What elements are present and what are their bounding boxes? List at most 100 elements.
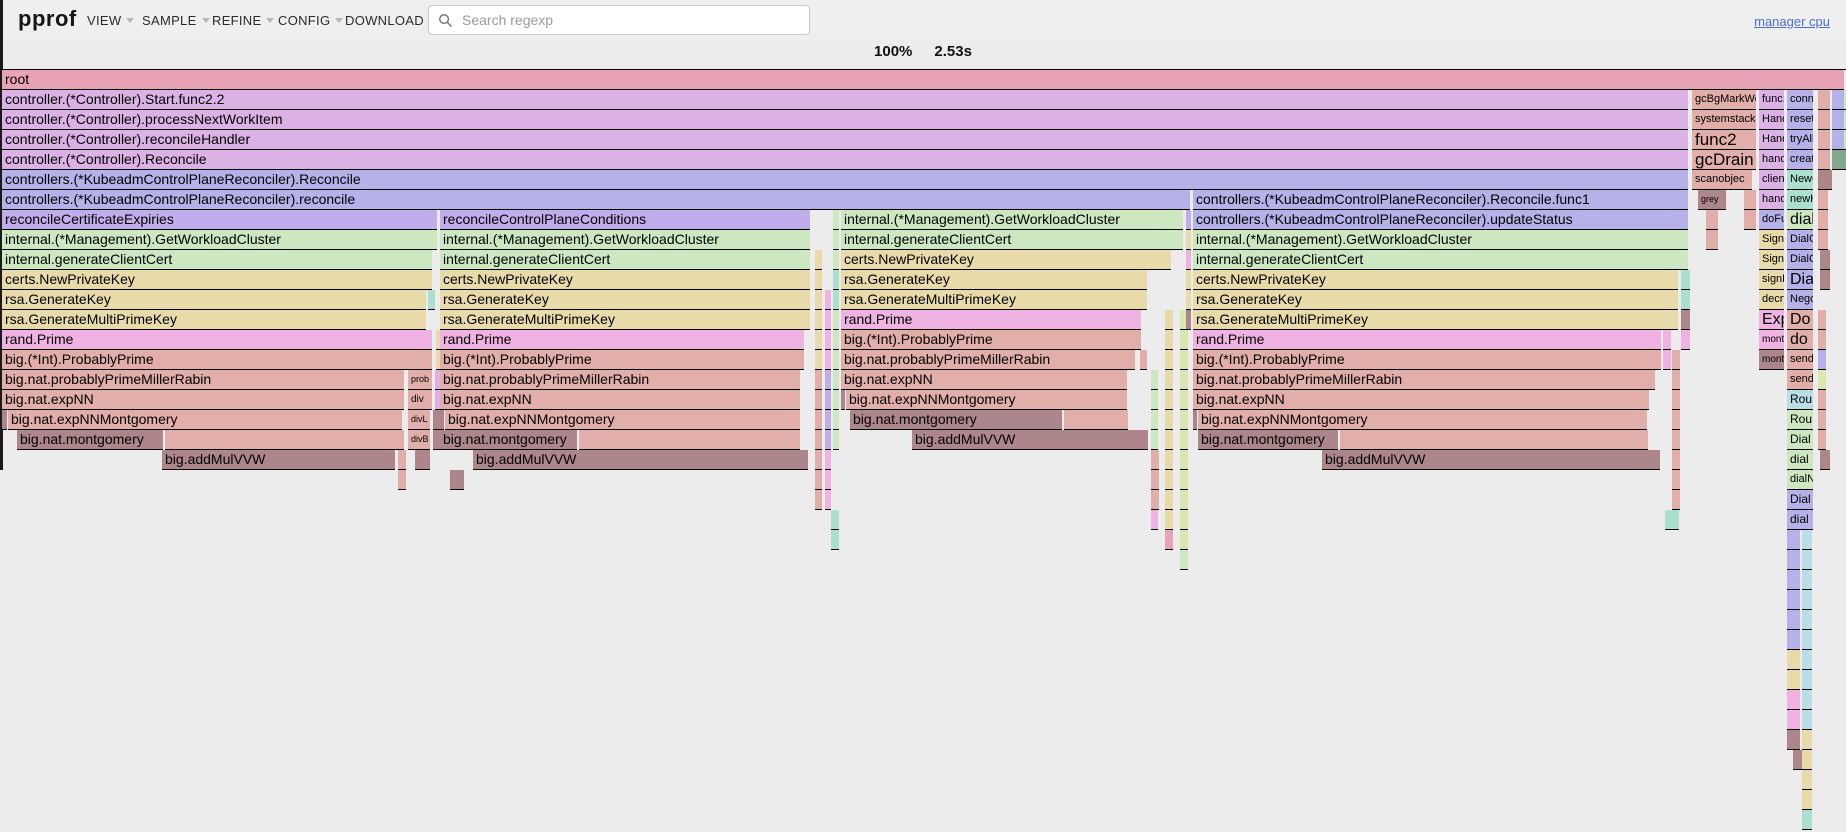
flame-cell[interactable] — [1180, 390, 1188, 410]
flame-cell[interactable]: big.nat.expNNMontgomery — [1198, 410, 1647, 430]
flame-cell[interactable]: big.(*Int).ProbablyPrime — [2, 350, 432, 370]
flame-cell[interactable]: send — [1787, 350, 1813, 370]
flame-cell[interactable] — [825, 490, 831, 510]
flame-cell[interactable] — [1802, 810, 1812, 830]
flame-cell[interactable] — [841, 390, 845, 410]
flame-cell[interactable] — [1802, 690, 1812, 710]
flame-cell[interactable]: doFul — [1759, 210, 1784, 230]
flame-cell[interactable] — [1820, 450, 1830, 470]
flame-cell[interactable]: Dial — [1787, 430, 1813, 450]
flame-cell[interactable] — [1151, 470, 1159, 490]
flame-cell[interactable]: rand.Prime — [1193, 330, 1661, 350]
flame-cell[interactable]: big.nat.montgomery — [440, 430, 577, 450]
flame-cell[interactable]: internal.generateClientCert — [2, 250, 432, 270]
flame-cell[interactable] — [1151, 490, 1159, 510]
flame-cell[interactable]: internal.generateClientCert — [841, 230, 1183, 250]
flame-cell[interactable] — [1340, 430, 1648, 450]
flame-cell[interactable]: controllers.(*KubeadmControlPlaneReconci… — [1193, 210, 1688, 230]
flame-cell[interactable]: Dial — [1787, 270, 1813, 290]
flame-cell[interactable] — [450, 470, 464, 490]
flame-cell[interactable]: gcDrain — [1692, 150, 1756, 170]
flame-cell[interactable]: Do — [1787, 310, 1813, 330]
flame-cell[interactable] — [1151, 410, 1158, 430]
flame-cell[interactable]: big.nat.montgomery — [1198, 430, 1338, 450]
flame-cell[interactable] — [1672, 410, 1680, 430]
flame-cell[interactable] — [1818, 390, 1826, 410]
flame-cell[interactable] — [1818, 230, 1828, 250]
flame-cell[interactable] — [1672, 490, 1680, 510]
flame-cell[interactable]: Sign — [1759, 230, 1784, 250]
flame-cell[interactable] — [815, 450, 822, 470]
flame-cell[interactable]: tryAllA — [1787, 130, 1813, 150]
flame-cell[interactable]: func1 — [1759, 90, 1784, 110]
flame-cell[interactable] — [1802, 770, 1812, 790]
flame-cell[interactable]: dial — [1787, 510, 1813, 530]
flame-cell[interactable] — [1672, 470, 1680, 490]
flame-cell[interactable] — [1151, 430, 1158, 450]
flame-cell[interactable] — [1818, 410, 1826, 430]
flame-cell[interactable]: big.nat.probablyPrimeMillerRabin — [841, 350, 1135, 370]
flame-cell[interactable] — [1180, 490, 1188, 510]
flame-cell[interactable] — [1818, 370, 1826, 390]
flame-cell[interactable] — [1802, 790, 1812, 810]
flame-cell[interactable] — [1672, 390, 1680, 410]
flame-cell[interactable] — [825, 390, 831, 410]
flame-cell[interactable] — [1151, 370, 1158, 390]
flame-cell[interactable] — [815, 410, 822, 430]
flame-cell[interactable] — [1672, 350, 1680, 370]
flame-cell[interactable] — [1165, 370, 1173, 390]
flame-cell[interactable] — [1681, 270, 1690, 290]
flame-cell[interactable] — [825, 290, 831, 310]
flame-cell[interactable] — [815, 310, 822, 330]
flame-cell[interactable] — [1186, 250, 1191, 270]
flame-cell[interactable] — [428, 290, 435, 310]
flame-cell[interactable] — [436, 330, 443, 350]
flame-cell[interactable]: internal.(*Management).GetWorkloadCluste… — [841, 210, 1183, 230]
flame-cell[interactable] — [398, 470, 406, 490]
flame-cell[interactable]: big.nat.expNN — [841, 370, 1127, 390]
flame-cell[interactable] — [1802, 590, 1812, 610]
menu-view[interactable]: VIEW — [87, 13, 135, 28]
flame-cell[interactable] — [1802, 550, 1812, 570]
flame-cell[interactable] — [1180, 530, 1188, 550]
flame-cell[interactable] — [1802, 750, 1812, 770]
flame-cell[interactable]: big.nat.probablyPrimeMillerRabin — [1193, 370, 1655, 390]
flame-cell[interactable] — [1180, 350, 1188, 370]
flame-cell[interactable] — [815, 370, 822, 390]
flame-cell[interactable]: Negot — [1787, 290, 1813, 310]
flame-cell[interactable] — [1818, 330, 1826, 350]
flame-cell[interactable]: Rou — [1787, 410, 1813, 430]
flame-cell[interactable]: controllers.(*KubeadmControlPlaneReconci… — [1193, 190, 1688, 210]
flame-cell[interactable]: big.addMulVVW — [473, 450, 808, 470]
flame-cell[interactable] — [1672, 430, 1680, 450]
flame-cell[interactable] — [1793, 750, 1803, 770]
flame-cell[interactable] — [1165, 530, 1173, 550]
flame-cell[interactable] — [1820, 250, 1830, 270]
flame-cell[interactable] — [1663, 330, 1671, 350]
flame-cell[interactable]: controllers.(*KubeadmControlPlaneReconci… — [2, 170, 1688, 190]
flame-cell[interactable]: big.addMulVVW — [1322, 450, 1660, 470]
profile-link[interactable]: manager cpu — [1754, 14, 1830, 29]
flame-cell[interactable] — [1186, 310, 1191, 330]
menu-sample[interactable]: SAMPLE — [142, 13, 210, 28]
flame-cell[interactable]: certs.NewPrivateKey — [1193, 270, 1678, 290]
flame-cell[interactable] — [1832, 130, 1844, 150]
flame-cell[interactable]: rsa.GenerateKey — [841, 270, 1147, 290]
flame-cell[interactable]: big.(*Int).ProbablyPrime — [841, 330, 1141, 350]
flame-cell[interactable] — [815, 270, 822, 290]
flame-cell[interactable]: big.addMulVVW — [162, 450, 395, 470]
flame-cell[interactable] — [1706, 210, 1718, 230]
flame-cell[interactable] — [1820, 270, 1830, 290]
flame-cell[interactable]: Hand — [1759, 110, 1784, 130]
flame-cell[interactable] — [1787, 630, 1800, 650]
flame-cell[interactable] — [815, 330, 822, 350]
flame-cell[interactable] — [1165, 350, 1173, 370]
flame-cell[interactable] — [1165, 330, 1173, 350]
flame-cell[interactable] — [825, 330, 831, 350]
flame-cell[interactable] — [1818, 190, 1828, 210]
flame-cell[interactable] — [435, 390, 441, 410]
flame-cell[interactable] — [1818, 150, 1830, 170]
flame-cell[interactable]: internal.(*Management).GetWorkloadCluste… — [1193, 230, 1688, 250]
flame-cell[interactable]: rsa.GenerateKey — [440, 290, 810, 310]
flame-cell[interactable]: rand.Prime — [440, 330, 804, 350]
